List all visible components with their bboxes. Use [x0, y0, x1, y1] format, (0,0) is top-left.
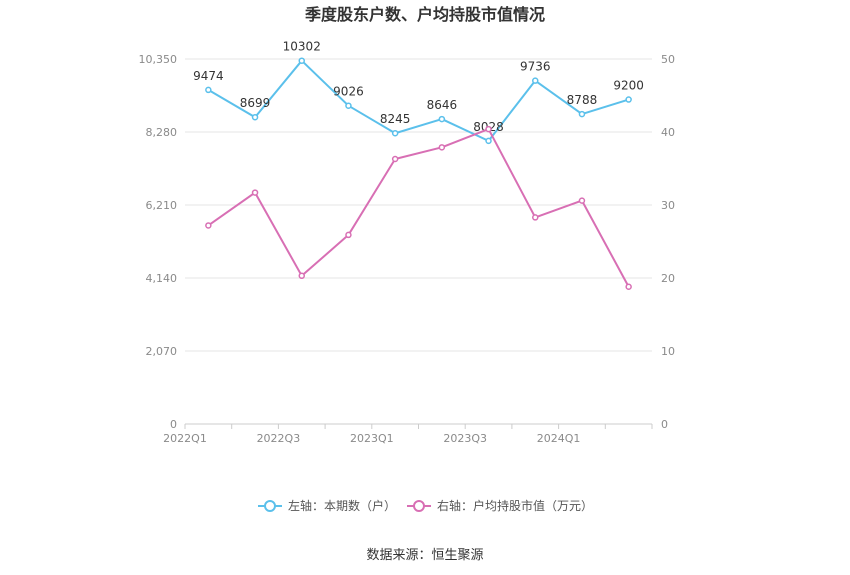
data-point-left[interactable] — [251, 113, 259, 121]
legend-item-left[interactable]: 左轴：本期数（户） — [258, 498, 396, 513]
right-axis-tick-label: 10 — [661, 345, 675, 358]
data-point-right[interactable] — [578, 197, 586, 204]
axes: 0 0 2,070 10 4,140 20 6,210 30 8,280 40 10,350 50 20… — [139, 53, 676, 445]
data-point-left[interactable] — [345, 102, 352, 109]
data-point-left[interactable] — [205, 86, 212, 94]
source-note: 数据来源：恒生聚源 — [366, 548, 483, 563]
data-point-right[interactable] — [532, 214, 539, 221]
data-point-right[interactable] — [298, 272, 305, 280]
legend-marker-icon — [413, 500, 425, 512]
data-point-left[interactable] — [298, 57, 305, 64]
data-point-left[interactable] — [485, 137, 492, 145]
data-point-left[interactable] — [532, 77, 539, 84]
x-axis-tick-label: 2024Q1 — [537, 432, 581, 445]
data-point-left[interactable] — [438, 115, 446, 123]
left-axis-tick-label: 2,070 — [146, 345, 178, 358]
right-axis-tick-label: 0 — [661, 418, 668, 431]
x-axis-tick-label: 2023Q3 — [443, 432, 487, 445]
data-point-right[interactable] — [345, 231, 352, 239]
data-point-right[interactable] — [391, 155, 399, 163]
legend-label: 左轴：本期数（户） — [288, 498, 396, 513]
data-label: 8646 — [427, 98, 458, 112]
data-label: 9474 — [193, 69, 224, 83]
x-axis-tick-label: 2022Q1 — [163, 432, 207, 445]
chart-title: 季度股东户数、户均持股市值情况 — [304, 5, 545, 24]
left-axis-tick-label: 4,140 — [146, 272, 178, 285]
legend-marker-icon — [264, 500, 276, 512]
data-label: 8699 — [240, 96, 271, 110]
data-point-right[interactable] — [625, 283, 632, 291]
series-line-left — [207, 59, 629, 142]
right-axis-tick-label: 20 — [661, 272, 675, 285]
right-axis-tick-label: 40 — [661, 126, 675, 139]
x-axis-tick-label: 2023Q1 — [350, 432, 394, 445]
data-point-right[interactable] — [251, 189, 259, 196]
series-layer: 9474869910302902682458646802897368788920… — [193, 40, 644, 291]
right-axis-tick-label: 30 — [661, 199, 675, 212]
left-axis-tick-label: 10,350 — [139, 53, 178, 66]
legend-item-right[interactable]: 右轴：户均持股市值（万元） — [407, 498, 593, 513]
right-axis-tick-label: 50 — [661, 53, 675, 66]
left-axis-tick-label: 0 — [170, 418, 177, 431]
x-axis-tick-label: 2022Q3 — [257, 432, 301, 445]
data-point-left[interactable] — [391, 129, 399, 137]
data-label: 8788 — [567, 93, 598, 107]
data-point-left[interactable] — [625, 96, 632, 103]
data-label: 10302 — [283, 40, 321, 54]
data-label: 9026 — [333, 85, 364, 99]
data-label: 9736 — [520, 60, 551, 74]
series-line-right — [207, 128, 630, 288]
legend-label: 右轴：户均持股市值（万元） — [437, 498, 593, 513]
left-axis-tick-label: 8,280 — [146, 126, 178, 139]
legend[interactable]: 左轴：本期数（户） 右轴：户均持股市值（万元） — [258, 498, 593, 513]
data-label: 8245 — [380, 112, 411, 126]
left-axis-tick-label: 6,210 — [146, 199, 178, 212]
data-point-left[interactable] — [578, 110, 586, 118]
data-point-right[interactable] — [438, 144, 446, 151]
data-point-right[interactable] — [205, 222, 212, 229]
data-point-right[interactable] — [485, 125, 492, 133]
data-label: 9200 — [613, 79, 644, 93]
